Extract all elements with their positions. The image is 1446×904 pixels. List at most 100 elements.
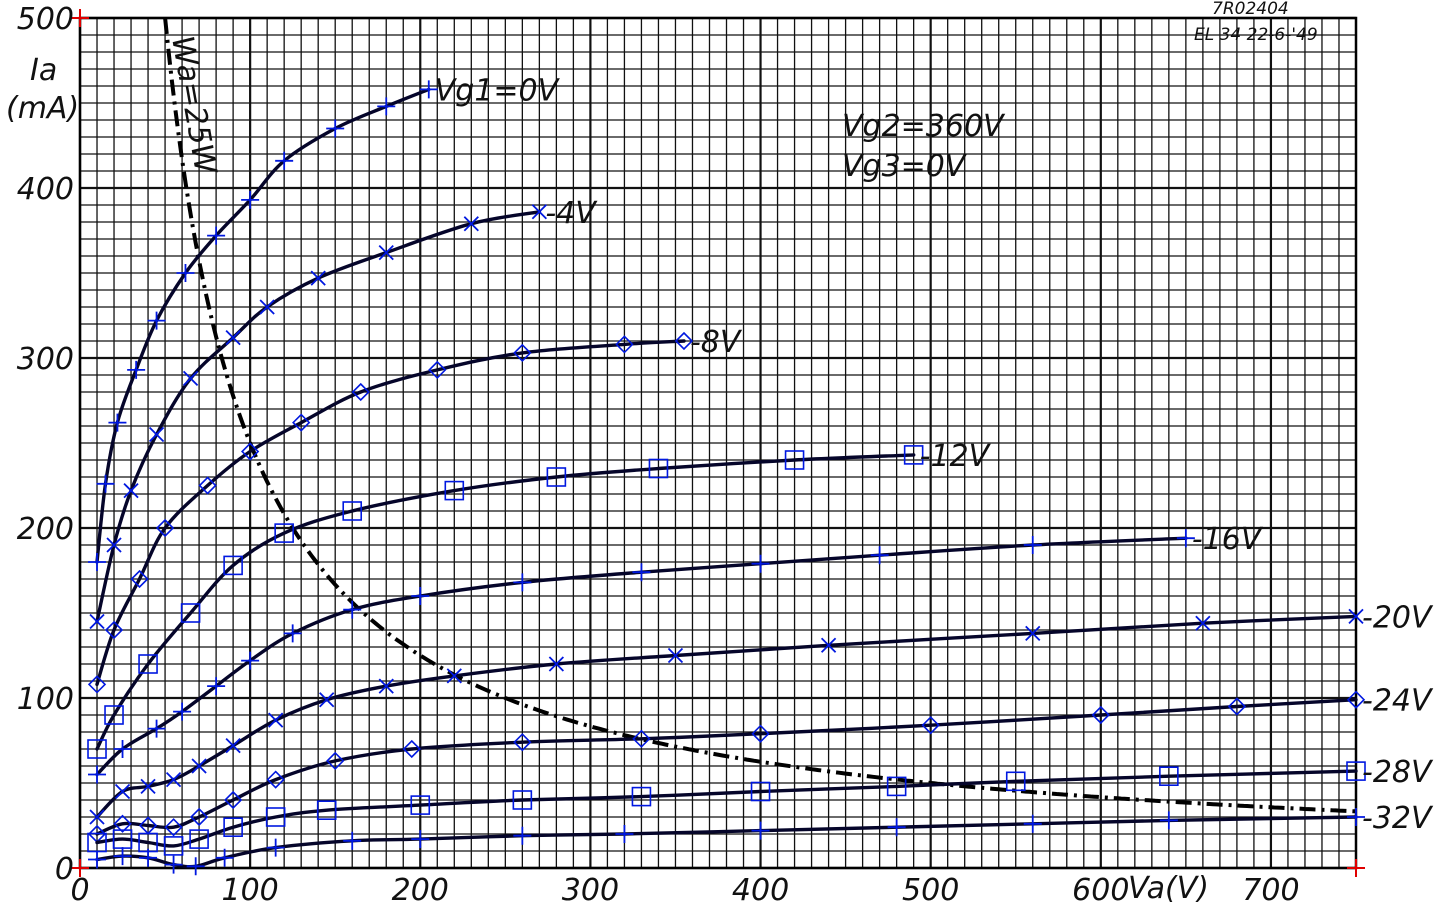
data-point-marker [148, 426, 165, 443]
data-point-marker [87, 675, 107, 694]
data-point-marker [176, 264, 195, 282]
data-point-marker [326, 119, 345, 138]
data-point-marker [1346, 690, 1366, 709]
data-point-marker [147, 719, 166, 738]
data-point-marker [784, 450, 805, 470]
data-point-marker [820, 637, 837, 653]
data-point-marker [113, 847, 132, 866]
data-point-marker [444, 480, 465, 501]
series-line [95, 698, 1358, 836]
data-point-marker [130, 569, 149, 589]
data-point-marker [113, 740, 132, 758]
data-point-marker [886, 776, 907, 797]
y-axis-label-unit: (mA) [6, 91, 79, 126]
data-point-marker [1348, 608, 1364, 625]
data-point-marker [1005, 771, 1026, 792]
data-point-marker [751, 821, 770, 840]
series-label: -24V [1362, 684, 1434, 719]
data-point-marker [274, 523, 294, 543]
data-point-marker [446, 668, 462, 684]
data-point-marker [667, 647, 684, 664]
series-label: -12V [920, 439, 992, 474]
data-point-marker [173, 702, 192, 721]
data-point-marker [1023, 536, 1042, 554]
data-point-marker [87, 739, 107, 759]
series-8 [88, 808, 1365, 876]
data-point-marker [378, 678, 394, 694]
data-point-marker [887, 818, 906, 837]
data-point-marker [316, 800, 337, 821]
x-tick-label: 700 [1242, 873, 1299, 904]
series-group [87, 80, 1366, 876]
series-5 [89, 608, 1364, 825]
data-point-marker [104, 620, 124, 640]
data-point-marker [377, 97, 396, 116]
series-label: Vg1=0V [435, 73, 561, 108]
data-point-marker [343, 600, 362, 619]
data-point-marker [198, 476, 217, 495]
y-tick-label: 400 [17, 172, 74, 207]
data-point-marker [342, 501, 363, 521]
series-label: -4V [545, 196, 598, 231]
header-tube-date: EL 34 22-6-'49 [1194, 25, 1318, 45]
data-point-marker [189, 807, 209, 827]
data-point-marker [147, 311, 166, 330]
data-point-marker [207, 677, 226, 696]
data-point-marker [114, 783, 131, 800]
data-point-marker [108, 413, 127, 432]
data-point-marker [266, 770, 285, 789]
labels-group: Vg1=0V -4V -8V -12V -16V -20V -24V -28V -32V [435, 73, 1434, 836]
data-point-marker [546, 467, 567, 487]
dissipation-curve-group [163, 17, 1357, 814]
data-point-marker [319, 692, 335, 708]
data-point-marker [123, 482, 139, 499]
data-point-marker [225, 737, 241, 754]
x-tick-label: 600 [1072, 873, 1129, 904]
data-point-marker [265, 807, 286, 827]
data-point-marker [903, 445, 924, 465]
data-point-marker [89, 809, 105, 825]
data-point-marker [1227, 697, 1247, 716]
data-point-marker [113, 814, 132, 833]
y-tick-label: 200 [17, 512, 74, 547]
data-point-marker [106, 537, 122, 553]
data-point-marker [751, 724, 770, 743]
data-point-marker [223, 790, 243, 810]
data-point-marker [259, 299, 275, 315]
data-point-marker [223, 555, 243, 576]
data-point-marker [1159, 766, 1179, 787]
axes: 0 100 200 300 400 500 600 700 0 100 200 300 400 500 [17, 2, 1365, 904]
plot-frame [78, 16, 1358, 870]
data-point-marker [512, 790, 533, 810]
condition-vg2: Vg2=360V [842, 109, 1006, 144]
data-point-marker [631, 786, 652, 807]
y-tick-label: 100 [17, 682, 74, 717]
series-line [95, 453, 916, 751]
data-point-marker [548, 656, 565, 672]
series-4 [88, 529, 1195, 784]
data-point-marker [531, 204, 547, 220]
data-point-marker [96, 474, 115, 493]
header-ref-number: 7R02404 [1212, 0, 1289, 19]
data-point-marker [165, 771, 182, 788]
data-point-marker [343, 831, 362, 850]
series-label: -20V [1362, 600, 1434, 635]
data-point-marker [180, 603, 201, 623]
data-point-marker [182, 370, 199, 387]
data-point-marker [139, 848, 158, 867]
data-point-marker [513, 826, 532, 845]
condition-vg3: Vg3=0V [842, 149, 968, 184]
x-tick-label: 0 [70, 873, 89, 904]
data-point-marker [266, 838, 285, 857]
data-point-marker [138, 654, 158, 674]
series-0 [88, 80, 438, 571]
data-point-marker [402, 739, 421, 759]
data-point-marker [674, 331, 694, 351]
data-point-marker [1023, 814, 1042, 833]
data-point-marker [127, 360, 146, 379]
data-point-marker [870, 546, 889, 565]
data-point-marker [140, 778, 156, 795]
data-point-marker [463, 216, 479, 232]
data-point-marker [292, 413, 311, 432]
